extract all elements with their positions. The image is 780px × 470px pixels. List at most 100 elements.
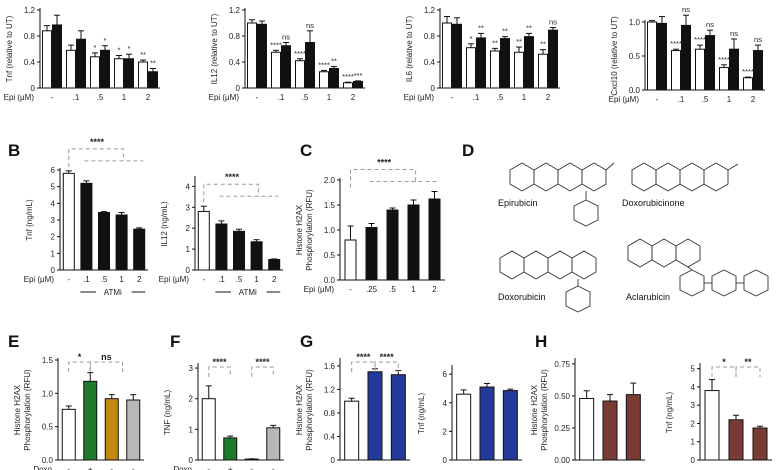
- a2-bar: [319, 71, 329, 89]
- a4-ytick-label: 1.0: [629, 18, 641, 27]
- e-ytick-label: 1.5: [42, 356, 54, 365]
- a4-xlabel: Epi (μM): [609, 95, 640, 104]
- a4-bar: [695, 48, 705, 91]
- a2-xlabel: Epi (μM): [209, 93, 240, 102]
- panel-label-b: B: [8, 141, 20, 160]
- e-xtick-label: -: [67, 465, 70, 470]
- compound-doxorubicinone: Doxorubicinone: [622, 198, 685, 208]
- b1-ytick-label: 2: [51, 233, 56, 242]
- f-bar: [223, 437, 238, 461]
- a3-sig-label: **: [502, 27, 508, 36]
- e-ytick-label: 0.0: [42, 456, 54, 465]
- b2-xtick-label: -: [202, 275, 205, 284]
- f-ytick-label: 0: [189, 456, 194, 465]
- f-xtick-label: +: [228, 465, 233, 470]
- a2-ytick-label: 0.4: [229, 58, 241, 67]
- a3-sig-label: **: [526, 23, 532, 32]
- e-bar: [61, 408, 76, 461]
- a1-bar: [148, 71, 158, 89]
- a4-bar: [647, 21, 657, 91]
- a2-xtick-label: -: [256, 93, 259, 102]
- a4-bar: [719, 67, 729, 91]
- h1-bar: [625, 394, 641, 461]
- chart-f: 0 1 2 3 TNF (ng/mL) - + - - Doxo **** ****: [163, 357, 284, 470]
- f-sig-bracket: [251, 366, 274, 377]
- panel-label-h: H: [535, 332, 547, 351]
- f-sig-bracket: [208, 366, 231, 377]
- f-bar: [266, 427, 281, 461]
- e-sig-label: ns: [101, 352, 112, 362]
- b1-ytick-label: 5: [51, 183, 56, 192]
- g1-sig-label: ****: [380, 352, 395, 362]
- a4-sig-label: ****: [742, 67, 754, 76]
- e-xlabel: Doxo: [33, 465, 52, 470]
- a1-xtick-label: 1: [122, 93, 127, 102]
- a4-sig-label: ns: [730, 29, 738, 38]
- a2-ytick-label: 0.8: [229, 32, 241, 41]
- a1-ytick-label: 1.2: [24, 6, 36, 15]
- h2-bar: [752, 427, 768, 461]
- a2-bar: [329, 68, 339, 89]
- a2-bar: [247, 22, 257, 89]
- g2-ylabel: Tnf (ng/mL): [417, 392, 426, 434]
- e-ytick-label: 1.0: [42, 389, 54, 398]
- g2-ytick-label: 6: [443, 370, 448, 379]
- f-xtick-label: -: [272, 465, 275, 470]
- panel-label-d: D: [462, 141, 474, 160]
- a2-xtick-label: 2: [351, 93, 356, 102]
- panel-label-g: G: [300, 332, 313, 351]
- g1-bar: [344, 400, 360, 461]
- g1-ytick-label: 1.6: [324, 362, 336, 371]
- a1-sig-label: *: [94, 43, 97, 52]
- compound-aclarubicin: Aclarubicin: [626, 292, 670, 302]
- a2-sig-label: ns: [306, 21, 314, 30]
- a2-bar: [281, 45, 291, 89]
- c-xtick-label: .25: [366, 285, 378, 294]
- a4-bar: [705, 35, 715, 91]
- a2-bar: [295, 60, 305, 89]
- a3-bar: [538, 53, 548, 89]
- c-ylabel-line: Phosphorylation (RFU): [305, 189, 314, 271]
- c-bar: [407, 204, 420, 281]
- b1-ytick-label: 1: [51, 249, 56, 258]
- a2-bar: [271, 51, 281, 89]
- a3-bar: [442, 22, 452, 89]
- c-bar: [428, 198, 441, 281]
- chart-a2: 0 0.4 0.8 1.2 IL12 (relative to UT) - .1 .5 1 2 Ep…: [209, 6, 365, 102]
- a3-bar: [548, 29, 558, 89]
- b1-bar: [98, 212, 110, 271]
- g1-ylabel: Histone H2AXPhosphorylation (RFU): [295, 369, 314, 451]
- b1-ylabel-line: Tnf (ng/mL): [25, 199, 34, 241]
- a3-xlabel: Epi (μM): [404, 93, 435, 102]
- b2-bar: [197, 210, 210, 271]
- c-xtick-label: -: [349, 285, 352, 294]
- b1-xtick-label: .1: [83, 275, 90, 284]
- e-bar: [83, 380, 98, 461]
- a4-xtick-label: -: [656, 95, 659, 104]
- e-xtick-label: -: [132, 465, 135, 470]
- g2-ylabel-line: Tnf (ng/mL): [417, 392, 426, 434]
- f-sig-label: ****: [255, 357, 270, 367]
- c-ytick-label: 1.0: [324, 226, 336, 235]
- a2-sig-label: **: [331, 57, 337, 66]
- a3-sig-label: **: [492, 38, 498, 47]
- a2-ylabel-line: IL12 (relative to UT): [210, 13, 219, 84]
- c-ytick-label: 2.0: [324, 176, 336, 185]
- a1-bar: [90, 56, 100, 89]
- a4-ytick-label: 0.0: [629, 86, 641, 95]
- chart-b2: 0 1 2 3 4 IL12 (ng/mL) - .1 .5 1 2 Epi (μM) ATMi ****: [159, 172, 283, 297]
- f-ylabel: TNF (ng/mL): [163, 390, 172, 436]
- h2-bar: [728, 419, 744, 461]
- g2-ytick-label: 0: [443, 456, 448, 465]
- f-ytick-label: 3: [189, 364, 194, 373]
- a3-sig-label: **: [478, 23, 484, 32]
- a2-sig-label: ****: [318, 60, 330, 69]
- a3-ytick-label: 0: [431, 84, 436, 93]
- c-bar: [365, 227, 378, 281]
- e-sig-bracket: [68, 361, 91, 372]
- a2-bar: [353, 81, 363, 89]
- a2-xtick-label: .5: [302, 93, 309, 102]
- f-xtick-label: -: [207, 465, 210, 470]
- h1-ylabel-line: Phosphorylation (RFU): [540, 369, 549, 451]
